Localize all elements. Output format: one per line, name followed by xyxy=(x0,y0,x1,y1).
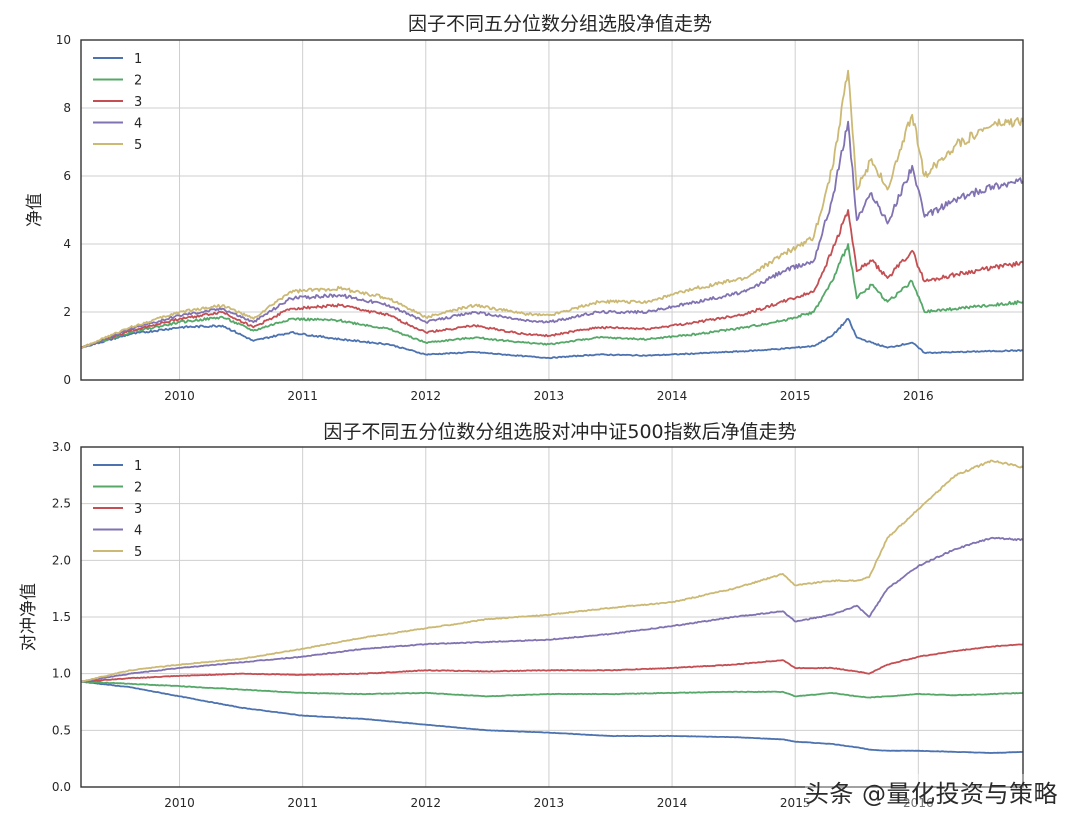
chart2-frame xyxy=(80,446,1024,788)
chart2-xtick-label: 2016 xyxy=(903,796,934,810)
chart2-xtick-label: 2015 xyxy=(780,796,811,810)
chart1-legend-label-1: 1 xyxy=(134,52,142,67)
chart1-series-1-line xyxy=(80,317,1024,360)
chart1-ytick-label: 2 xyxy=(63,305,71,319)
chart2-ytick-label: 3.0 xyxy=(52,440,71,454)
chart1-title: 因子不同五分位数分组选股净值走势 xyxy=(408,13,712,35)
chart1-ytick-label: 10 xyxy=(56,33,71,47)
chart2-series-1-line xyxy=(80,680,1024,754)
chart2-ytick-label: 1.5 xyxy=(52,610,71,624)
chart1-xtick-label: 2015 xyxy=(780,389,811,403)
chart2-xtick-label: 2012 xyxy=(411,796,442,810)
chart2-xtick-label: 2014 xyxy=(657,796,688,810)
chart1-plot-area xyxy=(81,40,1023,380)
chart2-legend-label-2: 2 xyxy=(134,481,142,496)
chart1-series-4-line xyxy=(80,120,1024,349)
chart1-ytick-label: 4 xyxy=(63,237,71,251)
chart2-ytick-label: 0.0 xyxy=(52,780,71,794)
chart1-legend-label-3: 3 xyxy=(134,95,142,110)
chart2-series-5-line xyxy=(80,459,1024,683)
chart2-legend-label-4: 4 xyxy=(134,524,142,539)
chart1-ytick-label: 0 xyxy=(63,373,71,387)
chart1-ytick-label: 6 xyxy=(63,169,71,183)
chart1-legend-label-5: 5 xyxy=(134,138,142,153)
chart1-frame xyxy=(80,39,1024,381)
chart1-xtick-label: 2012 xyxy=(411,389,442,403)
chart1-series-3-line xyxy=(80,209,1024,349)
chart2-series-4-line xyxy=(80,536,1024,683)
chart1-legend-label-4: 4 xyxy=(134,117,142,132)
chart2-ytick-label: 2.0 xyxy=(52,553,71,567)
chart1-xtick-label: 2010 xyxy=(164,389,195,403)
chart2-title: 因子不同五分位数分组选股对冲中证500指数后净值走势 xyxy=(323,421,796,443)
chart2-series-2-line xyxy=(80,680,1024,699)
chart2-xtick-label: 2010 xyxy=(164,796,195,810)
chart1-legend-label-2: 2 xyxy=(134,74,142,89)
chart2-legend-label-1: 1 xyxy=(134,459,142,474)
chart1-xtick-label: 2014 xyxy=(657,389,688,403)
chart2-series-3-line xyxy=(80,643,1024,683)
chart2-ytick-label: 0.5 xyxy=(52,723,71,737)
chart1-ylabel: 净值 xyxy=(25,193,45,227)
chart2-legend-label-3: 3 xyxy=(134,502,142,517)
chart2-ytick-label: 2.5 xyxy=(52,497,71,511)
chart1-ytick-label: 8 xyxy=(63,101,71,115)
chart2-ylabel: 对冲净值 xyxy=(19,583,39,651)
chart1-series-5-line xyxy=(80,69,1024,349)
chart1-xtick-label: 2013 xyxy=(534,389,565,403)
chart1-series-2-line xyxy=(80,243,1024,349)
chart1-xtick-label: 2011 xyxy=(287,389,318,403)
chart2-xtick-label: 2013 xyxy=(534,796,565,810)
watermark-text: 头条 @量化投资与策略 xyxy=(804,774,1058,809)
chart1-xtick-label: 2016 xyxy=(903,389,934,403)
chart2-legend-label-5: 5 xyxy=(134,545,142,560)
chart2-ytick-label: 1.0 xyxy=(52,667,71,681)
chart2-xtick-label: 2011 xyxy=(287,796,318,810)
